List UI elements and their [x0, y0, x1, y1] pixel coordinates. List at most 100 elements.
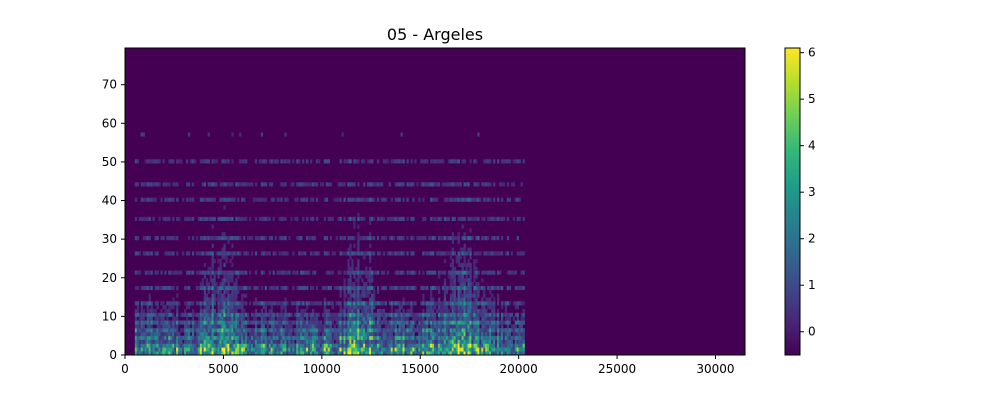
heatmap-cell [493, 216, 496, 221]
heatmap-cell [461, 266, 464, 271]
heatmap-cell [331, 328, 334, 333]
heatmap-cell [286, 324, 289, 329]
heatmap-cell [445, 335, 449, 340]
heatmap-cell [313, 182, 317, 187]
heatmap-cell [406, 347, 409, 352]
heatmap-cell [449, 197, 453, 202]
heatmap-cell [339, 335, 342, 340]
heatmap-cell [227, 282, 230, 287]
heatmap-cell [432, 216, 435, 221]
heatmap-cell [469, 282, 472, 287]
heatmap-cell [215, 285, 218, 291]
heatmap-cell [294, 312, 297, 317]
heatmap-cell [357, 278, 360, 283]
heatmap-cell [168, 270, 171, 275]
heatmap-cell [367, 251, 370, 256]
heatmap-cell [225, 328, 228, 333]
heatmap-cell [369, 305, 372, 310]
heatmap-cell [497, 197, 500, 202]
heatmap-cell [264, 320, 268, 325]
y-tick-label: 30 [102, 232, 117, 246]
heatmap-cell [178, 335, 181, 340]
heatmap-cell [182, 320, 185, 325]
heatmap-cell [256, 320, 260, 325]
heatmap-cell [382, 251, 386, 256]
heatmap-cell [296, 270, 299, 275]
heatmap-cell [394, 301, 397, 306]
heatmap-cell [457, 328, 460, 333]
heatmap-cell [469, 285, 472, 291]
chart-title: 05 - Argeles [387, 25, 483, 44]
heatmap-cell [459, 339, 462, 344]
heatmap-cell [369, 251, 372, 256]
heatmap-cell [339, 289, 342, 294]
heatmap-cell [508, 301, 512, 306]
heatmap-cell [449, 282, 453, 287]
heatmap-cell [329, 320, 332, 325]
heatmap-cell [500, 216, 504, 221]
heatmap-cell [205, 308, 208, 314]
heatmap-cell [402, 270, 405, 275]
heatmap-cell [495, 324, 498, 329]
heatmap-cell [325, 312, 329, 317]
heatmap-cell [199, 236, 203, 241]
heatmap-cell [426, 324, 429, 329]
heatmap-cell [390, 335, 393, 340]
heatmap-cell [284, 347, 287, 352]
heatmap-cell [156, 312, 159, 317]
heatmap-cell [410, 308, 413, 314]
heatmap-cell [434, 324, 437, 329]
heatmap-cell [315, 324, 319, 329]
heatmap-cell [479, 308, 482, 314]
heatmap-cell [388, 339, 392, 344]
heatmap-cell [363, 347, 366, 352]
heatmap-cell [325, 335, 329, 340]
heatmap-cell [465, 262, 468, 268]
heatmap-cell [298, 316, 301, 321]
heatmap-cell [191, 182, 195, 187]
heatmap-cell [178, 216, 181, 221]
heatmap-cell [243, 216, 246, 221]
heatmap-cell [439, 324, 443, 329]
heatmap-cell [207, 343, 210, 348]
heatmap-cell [339, 320, 342, 325]
heatmap-cell [201, 339, 205, 344]
heatmap-cell [457, 197, 460, 202]
heatmap-cell [479, 312, 482, 317]
heatmap-cell [512, 301, 516, 306]
heatmap-cell [343, 351, 346, 356]
heatmap-cell [453, 197, 456, 202]
heatmap-cell [441, 312, 445, 317]
heatmap-cell [209, 270, 212, 275]
heatmap-cell [176, 182, 179, 187]
heatmap-cell [400, 316, 403, 321]
heatmap-cell [453, 324, 456, 329]
heatmap-cell [451, 239, 454, 245]
heatmap-cell [300, 270, 303, 275]
heatmap-cell [367, 285, 370, 291]
heatmap-cell [176, 301, 179, 306]
heatmap-cell [205, 347, 208, 352]
heatmap-cell [317, 320, 321, 325]
heatmap-cell [298, 335, 301, 340]
heatmap-cell [443, 285, 447, 291]
heatmap-cell [437, 320, 441, 325]
heatmap-cell [235, 282, 238, 287]
heatmap-cell [422, 293, 425, 298]
heatmap-cell [465, 308, 468, 314]
heatmap-cell [168, 182, 171, 187]
heatmap-cell [140, 339, 144, 344]
heatmap-cell [451, 301, 454, 306]
heatmap-cell [174, 182, 177, 187]
heatmap-cell [327, 347, 330, 352]
heatmap-cell [428, 270, 431, 275]
heatmap-cell [516, 343, 519, 348]
heatmap-cell [396, 312, 399, 317]
heatmap-cell [170, 347, 173, 352]
heatmap-cell [138, 351, 142, 356]
heatmap-cell [156, 335, 159, 340]
heatmap-cell [479, 328, 482, 333]
heatmap-cell [493, 159, 496, 164]
heatmap-cell [506, 331, 510, 337]
heatmap-cell [249, 351, 252, 356]
